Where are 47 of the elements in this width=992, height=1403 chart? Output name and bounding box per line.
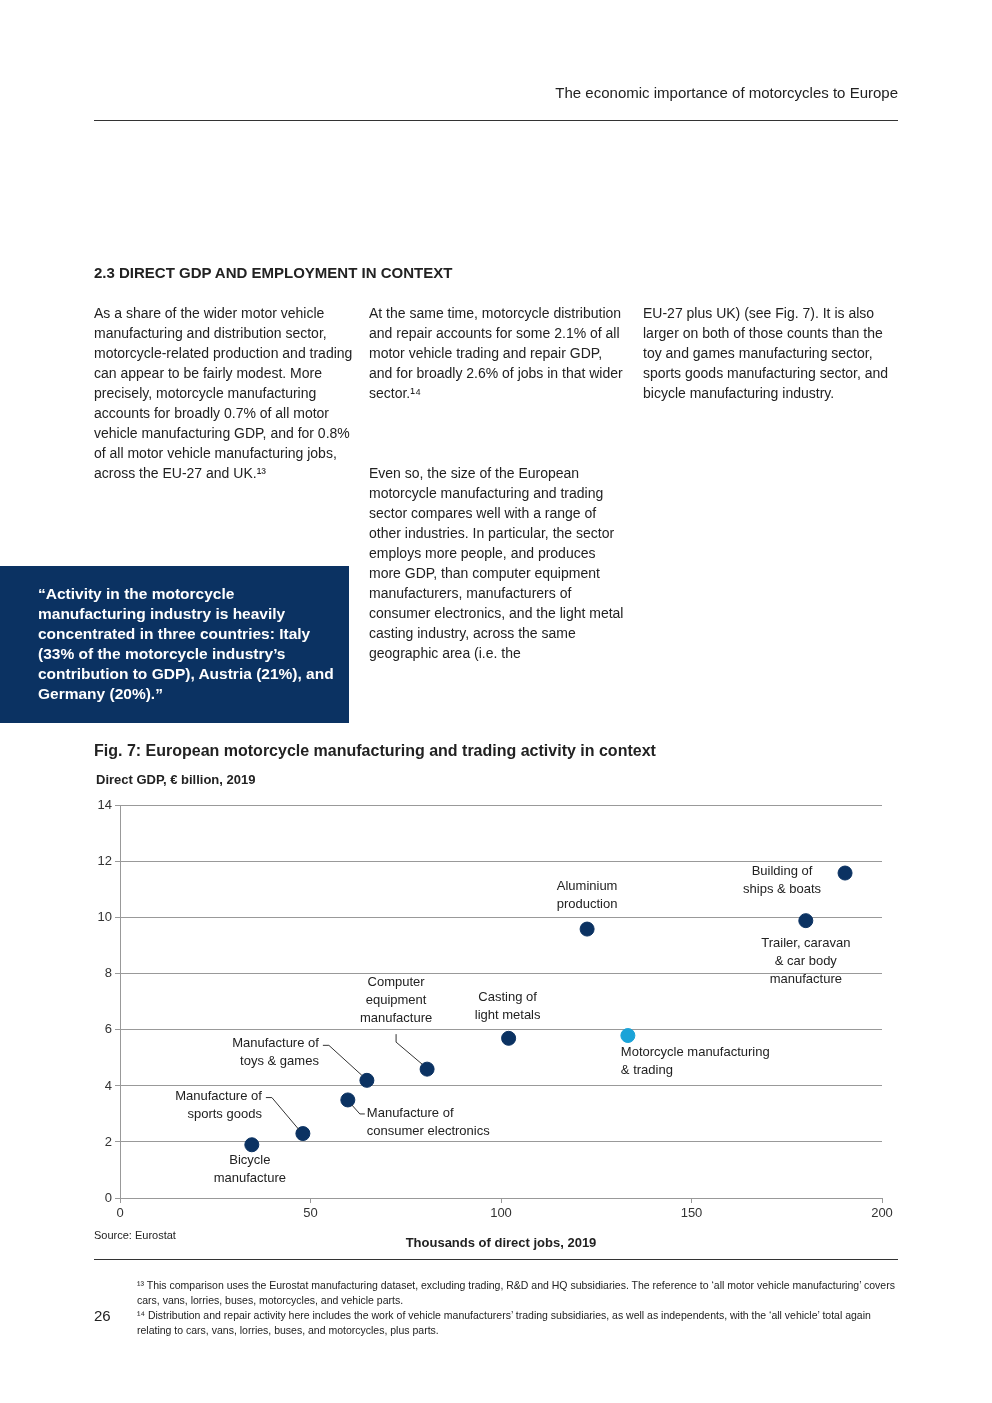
point [340, 1092, 356, 1108]
y-axis-title: Direct GDP, € billion, 2019 [96, 772, 256, 787]
text: At the same time, motorcycle distribution and repair accounts for some 2.1% of all motor vehicle trading and repair GDP, and for broadly 2.6% of jobs in that wider sector.¹⁴ [369, 304, 624, 403]
annotation: Aluminium production [556, 878, 618, 912]
text: ¹⁴ Distribution and repair activity here includes the work of vehicle manufacturers’ trading subsidiaries, as well as independents, with the ‘all vehicle’ total again relating to cars, vans, lorries, buses, and motorcycles, plus parts. [137, 1308, 872, 1338]
annotation: Manufacture of toys & games [232, 1035, 320, 1069]
text: As a share of the wider motor vehicle manufacturing and distribution sector, motorcycle-related production and trading can appear to be fairly modest. More precisely, motorcycle manufacturing accounts for broadly 0.7% of all motor vehicle manufacturing GDP, and for 0.8% of all motor vehicle manufacturing jobs, across the EU-27 and UK.¹³ [94, 305, 353, 481]
annotation: Manufacture of sports goods [175, 1087, 263, 1121]
point [620, 1028, 636, 1044]
annotation: Bicycle manufacture [213, 1151, 286, 1185]
y-tick-label: 10 [97, 909, 112, 925]
x-axis-title: Thousands of direct jobs, 2019 [405, 1234, 597, 1250]
annotation: Building of ships & boats [743, 863, 822, 897]
point [837, 865, 853, 881]
point [295, 1126, 311, 1142]
text: The economic importance of motorcycles to Europe [554, 83, 898, 103]
point [244, 1137, 260, 1153]
annotation: Casting of light metals [474, 989, 541, 1023]
y-tick-label: 0 [104, 1189, 112, 1205]
chart-title: Fig. 7: European motorcycle manufacturing and trading activity in context [94, 742, 656, 760]
y-tick-label: 12 [97, 853, 112, 869]
annotation: Computer equipment manufacture [359, 974, 433, 1026]
point [579, 921, 595, 937]
point [359, 1072, 375, 1088]
x-tick-label: 200 [871, 1205, 893, 1221]
y-tick-label: 4 [104, 1077, 112, 1093]
text: EU-27 plus UK) (see Fig. 7). It is also larger on both of those counts than the toy and games manufacturing sector, sports goods manufacturing sector, and bicycle manufacturing industry. [643, 304, 890, 403]
annotation: Motorcycle manufacturing & trading [620, 1043, 770, 1077]
text: 26 [94, 1306, 112, 1326]
source-note: Source: Eurostat [94, 1228, 177, 1243]
y-tick-label: 2 [104, 1133, 112, 1149]
y-tick-label: 14 [97, 797, 112, 813]
point [419, 1061, 435, 1077]
x-tick-label: 150 [680, 1205, 703, 1221]
point [501, 1030, 517, 1046]
x-tick-label: 50 [303, 1205, 318, 1221]
text: Even so, the size of the European motorcycle manufacturing and trading sector compares well with a range of other industries. In particular, the sector employs more people, and produces more GDP, than computer equipment manufacturers, manufacturers of consumer electronics, and the light metal casting industry, across the same geographic area (i.e. the [369, 465, 624, 661]
annotation: Trailer, caravan & car body manufacture [761, 934, 851, 986]
y-tick-label: 8 [104, 965, 112, 981]
point [798, 913, 814, 929]
quote-panel: “Activity in the motorcycle manufacturing industry is heavily concentrated in three countries: Italy (33% of the motorcycle industry’s contribution to GDP), Austria (21%), and Germany (20%).” [0, 566, 349, 723]
text: 2.3 DIRECT GDP AND EMPLOYMENT IN CONTEXT [94, 263, 454, 283]
text: ¹³ This comparison uses the Eurostat manufacturing dataset, excluding trading, R&D and HQ subsidiaries. The reference to ‘all motor vehicle manufacturing’ covers cars, vans, lorries, buses, motorcycles, and vehicle parts. [137, 1278, 896, 1308]
y-tick-label: 6 [104, 1021, 112, 1037]
x-tick-label: 100 [490, 1205, 512, 1221]
x-tick-label: 0 [116, 1205, 124, 1221]
annotation: Manufacture of consumer electronics [366, 1105, 491, 1139]
